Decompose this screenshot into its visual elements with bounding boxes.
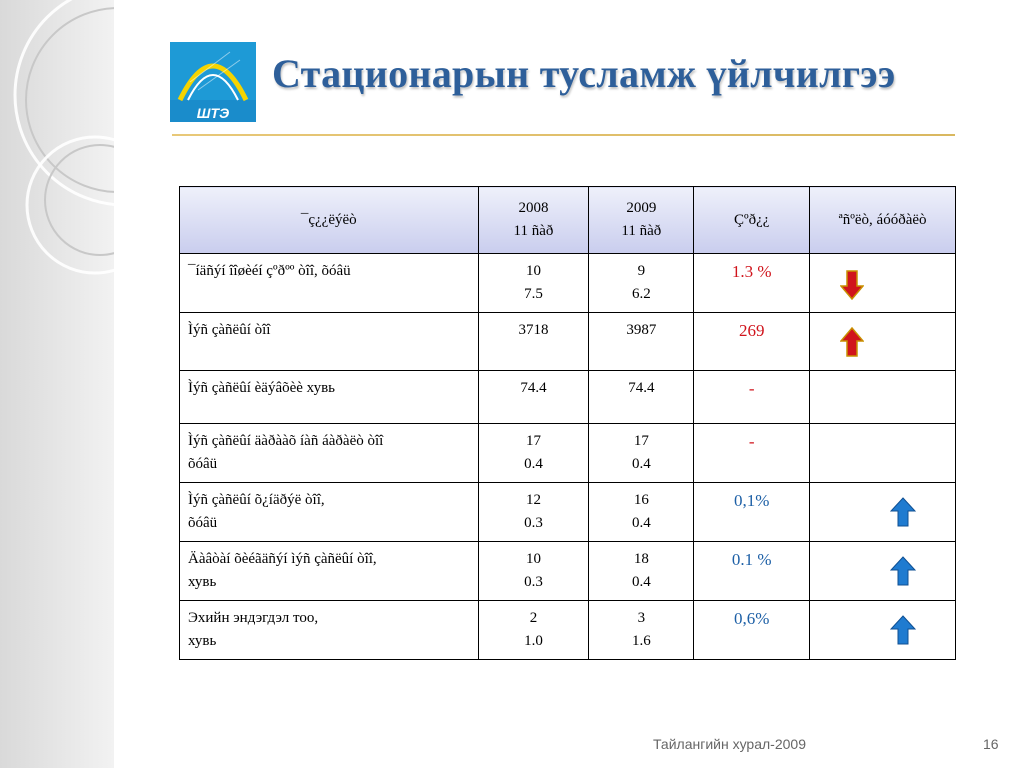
- row-value-2009: 17 0.4: [588, 423, 695, 483]
- table-header-row: ¯ç¿¿ëýëò 2008 11 ñàð 2009 11 ñàð Çºð¿¿ ª…: [179, 186, 956, 254]
- row-trend: [809, 423, 956, 483]
- up-arrow-icon: [890, 556, 917, 586]
- up-arrow-icon: [890, 615, 917, 645]
- row-trend: [809, 541, 956, 601]
- row-label: Эхийн эндэгдэл тоо, хувь: [179, 600, 479, 660]
- row-difference: 269: [693, 312, 811, 371]
- row-difference: 0,1%: [693, 482, 811, 542]
- header-2009: 2009 11 ñàð: [588, 186, 695, 254]
- row-value-2008: 2 1.0: [477, 600, 590, 660]
- footer-text: Тайлангийн хурал-2009: [653, 736, 806, 752]
- table-row: Эхийн эндэгдэл тоо, хувь 2 1.0 3 1.6 0,6…: [179, 600, 956, 660]
- row-label: Ìýñ çàñëûí õ¿íäðýë òîî, õóâü: [179, 482, 479, 542]
- logo: ШТЭ: [170, 42, 256, 122]
- table-row: Ìýñ çàñëûí õ¿íäðýë òîî, õóâü 12 0.3 16 0…: [179, 482, 956, 542]
- page-number: 16: [983, 736, 999, 752]
- row-trend: [809, 312, 956, 371]
- table-row: Ìýñ çàñëûí äàðààõ íàñ áàðàëò òîî õóâü 17…: [179, 423, 956, 483]
- row-trend: [809, 370, 956, 424]
- table-row: Ìýñ çàñëûí èäýâõèè хувь 74.4 74.4 -: [179, 370, 956, 424]
- row-label: ¯íäñýí îîøèéí çºðºº òîî, õóâü: [179, 253, 479, 313]
- table-row: Ìýñ çàñëûí òîî 3718 3987 269: [179, 312, 956, 371]
- statistics-table: ¯ç¿¿ëýëò 2008 11 ñàð 2009 11 ñàð Çºð¿¿ ª…: [179, 186, 956, 660]
- row-value-2009: 18 0.4: [588, 541, 695, 601]
- up-arrow-icon: [840, 327, 865, 357]
- down-arrow-icon: [840, 270, 865, 300]
- row-trend: [809, 482, 956, 542]
- header-difference: Çºð¿¿: [693, 186, 811, 254]
- row-label: Äàâòàí õèéãäñýí ìýñ çàñëûí òîî, хувь: [179, 541, 479, 601]
- title-divider: [172, 134, 955, 136]
- row-difference: -: [693, 423, 811, 483]
- row-value-2009: 3 1.6: [588, 600, 695, 660]
- row-value-2008: 74.4: [477, 370, 590, 424]
- row-difference: 1.3 %: [693, 253, 811, 313]
- row-label: Ìýñ çàñëûí äàðààõ íàñ áàðàëò òîî õóâü: [179, 423, 479, 483]
- row-value-2009: 3987: [588, 312, 695, 371]
- row-difference: 0,6%: [693, 600, 811, 660]
- row-value-2009: 9 6.2: [588, 253, 695, 313]
- row-trend: [809, 600, 956, 660]
- row-label: Ìýñ çàñëûí òîî: [179, 312, 479, 371]
- slide-title: Стационарын тусламж үйлчилгээ: [272, 51, 896, 96]
- header-indicator: ¯ç¿¿ëýëò: [179, 186, 479, 254]
- table-row: Äàâòàí õèéãäñýí ìýñ çàñëûí òîî, хувь 10 …: [179, 541, 956, 601]
- row-value-2009: 16 0.4: [588, 482, 695, 542]
- up-arrow-icon: [890, 497, 917, 527]
- row-trend: [809, 253, 956, 313]
- row-label: Ìýñ çàñëûí èäýâõèè хувь: [179, 370, 479, 424]
- row-difference: -: [693, 370, 811, 424]
- row-difference: 0.1 %: [693, 541, 811, 601]
- row-value-2008: 12 0.3: [477, 482, 590, 542]
- row-value-2008: 10 7.5: [477, 253, 590, 313]
- header-trend: ªñºëò, áóóðàëò: [809, 186, 956, 254]
- row-value-2009: 74.4: [588, 370, 695, 424]
- header-2008: 2008 11 ñàð: [477, 186, 590, 254]
- row-value-2008: 10 0.3: [477, 541, 590, 601]
- decorative-side-band: [0, 0, 114, 768]
- table-row: ¯íäñýí îîøèéí çºðºº òîî, õóâü 10 7.5 9 6…: [179, 253, 956, 313]
- logo-text: ШТЭ: [197, 105, 230, 121]
- row-value-2008: 3718: [477, 312, 590, 371]
- row-value-2008: 17 0.4: [477, 423, 590, 483]
